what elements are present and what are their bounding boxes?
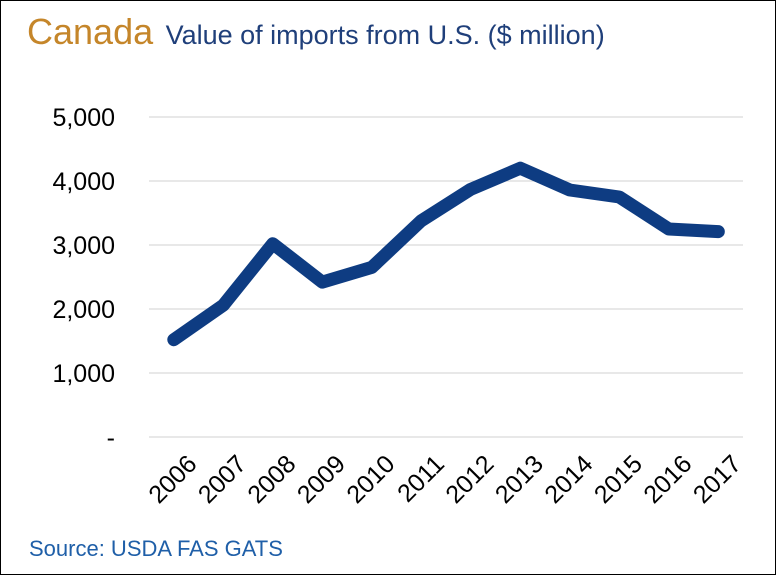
x-axis-ticks: 2006200720082009201020112012201320142015… (143, 450, 747, 509)
x-tick-label: 2011 (392, 450, 450, 508)
x-tick-label: 2012 (440, 450, 499, 509)
x-tick-label: 2009 (292, 450, 351, 509)
x-tick-label: 2017 (688, 450, 747, 509)
y-tick-label: 2,000 (52, 296, 115, 324)
x-tick-label: 2007 (193, 450, 252, 509)
x-tick-label: 2016 (638, 450, 697, 509)
x-tick-label: 2013 (490, 450, 549, 509)
y-tick-label: 1,000 (52, 360, 115, 388)
y-axis-ticks: - 1,000 2,000 3,000 4,000 5,000 (52, 104, 115, 452)
series-layer (174, 168, 719, 340)
source-note: Source: USDA FAS GATS (29, 536, 283, 562)
x-tick-label: 2014 (539, 450, 598, 509)
x-tick-label: 2015 (589, 450, 648, 509)
y-tick-label: 4,000 (52, 168, 115, 196)
x-tick-label: 2010 (341, 450, 400, 509)
y-tick-label: 5,000 (52, 104, 115, 132)
x-tick-label: 2008 (242, 450, 301, 509)
x-tick-label: 2006 (143, 450, 202, 509)
y-tick-label: 3,000 (52, 232, 115, 260)
y-tick-label: - (107, 424, 115, 452)
series-line (174, 168, 719, 340)
